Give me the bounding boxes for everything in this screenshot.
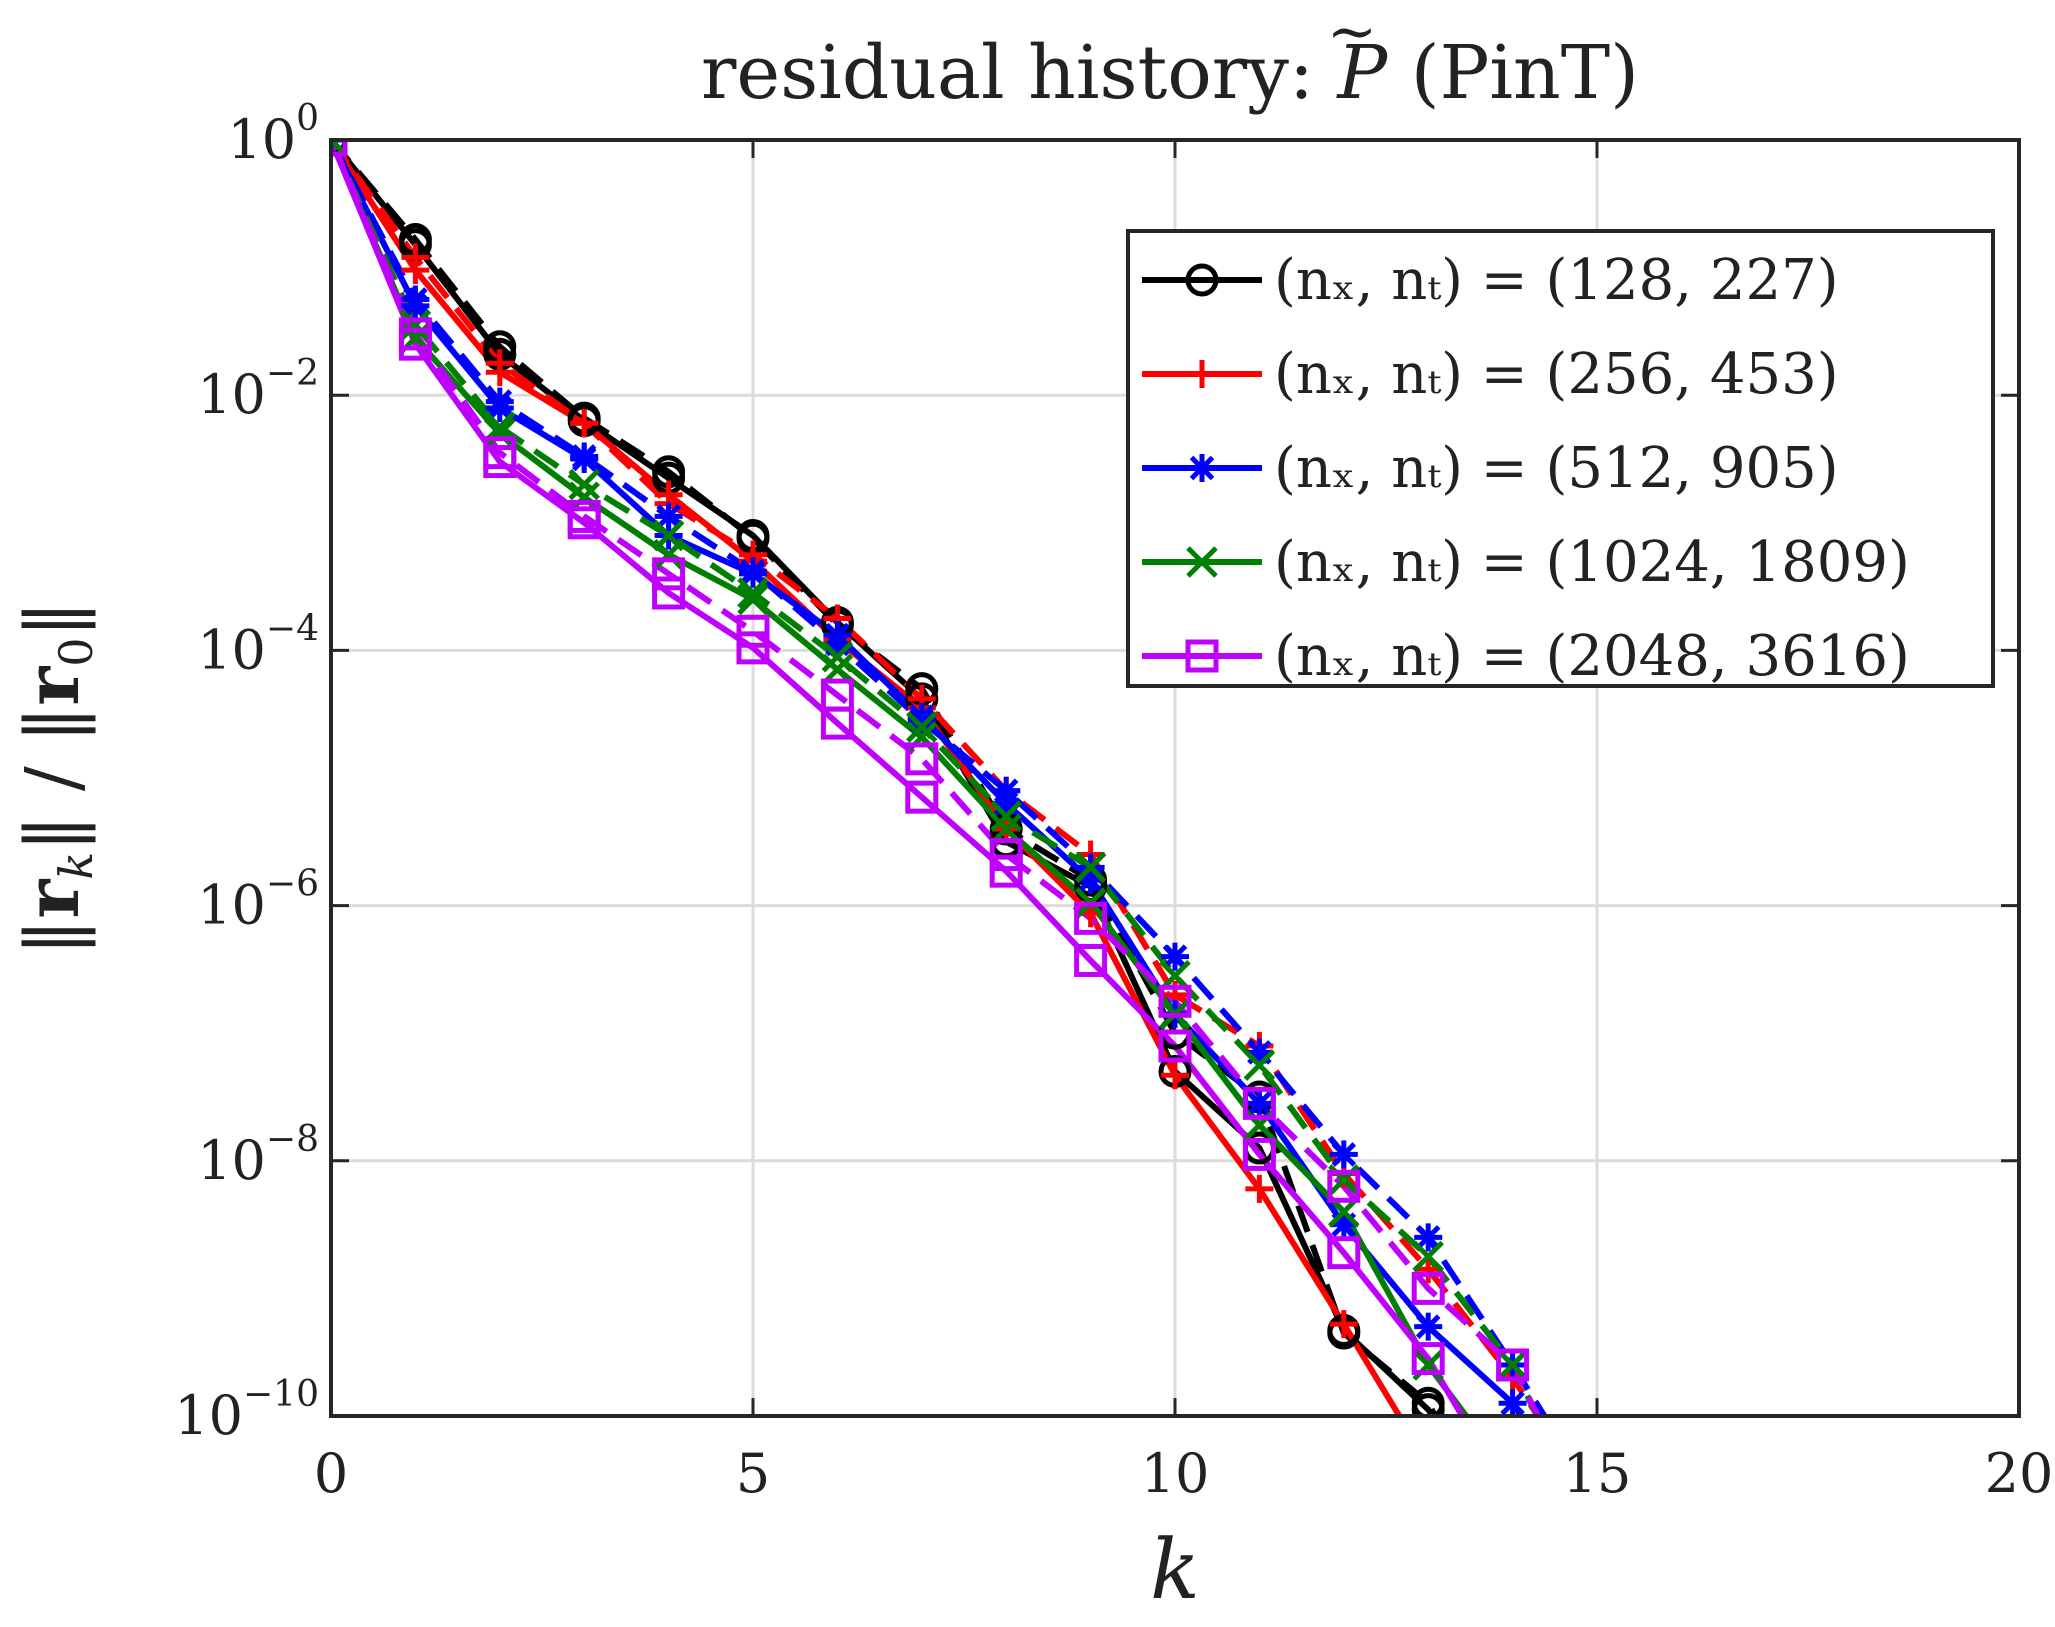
series-line-solid <box>331 140 1466 1416</box>
data-point-plus <box>1161 1061 1189 1090</box>
data-point-square <box>905 780 939 814</box>
data-point-asterisk <box>1188 454 1216 482</box>
x-tick-label: 15 <box>1563 1442 1632 1505</box>
title-tilde: ~ <box>1327 0 1377 67</box>
data-point-square <box>483 445 517 479</box>
data-point-square <box>1074 901 1108 935</box>
y-tick-label: 10−2 <box>197 353 319 426</box>
legend-entry: (nₓ, nₜ) = (512, 905) <box>1142 436 1839 501</box>
data-point-square <box>1411 1342 1445 1376</box>
data-point-asterisk <box>570 445 599 473</box>
data-point-cross <box>737 583 769 616</box>
y-tick-label: 10−10 <box>174 1374 319 1447</box>
legend-label: (nₓ, nₜ) = (128, 227) <box>1274 248 1839 313</box>
x-axis-label: k <box>1150 1523 1200 1618</box>
y-tick-label: 100 <box>227 98 319 171</box>
data-point-square <box>1327 1169 1361 1203</box>
data-point-square <box>652 576 686 610</box>
data-point-square <box>905 742 939 776</box>
x-tick-label: 5 <box>736 1442 770 1505</box>
data-point-square <box>820 706 854 740</box>
data-point-cross <box>737 577 769 609</box>
data-point-asterisk <box>401 291 430 320</box>
legend-entry: (nₓ, nₜ) = (128, 227) <box>1142 248 1839 313</box>
data-point-square <box>398 327 432 361</box>
data-point-plus <box>570 409 599 438</box>
data-point-cross <box>1186 546 1218 578</box>
series-line-dashed <box>331 140 1548 1416</box>
data-point-asterisk <box>1245 1089 1274 1118</box>
data-point-plus <box>401 256 430 285</box>
y-tick-label: 10−8 <box>197 1119 319 1192</box>
legend-label: (nₓ, nₜ) = (256, 453) <box>1274 342 1839 407</box>
data-point-cross <box>821 641 854 673</box>
legend-box <box>1126 229 1995 688</box>
legend-label: (nₓ, nₜ) = (512, 905) <box>1274 436 1839 501</box>
data-point-asterisk <box>823 621 852 650</box>
data-point-cross <box>906 711 938 743</box>
data-point-square <box>652 557 686 591</box>
data-point-plus <box>1188 360 1216 388</box>
data-point-square <box>989 854 1023 888</box>
data-point-plus <box>1329 1310 1358 1339</box>
data-point-square <box>1242 1086 1276 1120</box>
series-line-dashed <box>331 140 1541 1416</box>
y-tick-label: 10−4 <box>197 608 319 681</box>
data-point-square <box>736 614 770 648</box>
data-point-plus <box>1245 1174 1274 1203</box>
series-line-dashed <box>331 140 1541 1416</box>
data-point-cross <box>484 417 516 450</box>
data-point-plus <box>485 358 514 387</box>
legend: (nₓ, nₜ) = (128, 227) (nₓ, nₜ) = (256, 45… <box>1126 229 1995 689</box>
data-point-asterisk <box>1414 1312 1443 1341</box>
data-point-cross <box>990 800 1022 833</box>
data-point-circle <box>1185 263 1219 297</box>
marker-group <box>331 140 1530 1416</box>
legend-label: (nₓ, nₜ) = (2048, 3616) <box>1274 624 1910 689</box>
data-point-square <box>1327 1236 1361 1270</box>
chart-title: residual history: P (PinT) <box>701 30 1639 116</box>
legend-entry: (nₓ, nₜ) = (2048, 3616) <box>1142 624 1910 689</box>
series-line-solid <box>331 140 1525 1416</box>
data-point-square <box>736 631 770 665</box>
data-point-square <box>1074 943 1108 977</box>
data-point-square <box>567 506 601 540</box>
data-point-square <box>1496 1348 1530 1382</box>
data-point-square <box>989 838 1023 872</box>
data-point-cross <box>1074 851 1107 884</box>
x-tick-label: 0 <box>314 1442 348 1505</box>
legend-label: (nₓ, nₜ) = (1024, 1809) <box>1274 530 1910 595</box>
data-point-asterisk <box>1498 1389 1527 1416</box>
x-tick-label: 20 <box>1985 1442 2054 1505</box>
data-point-cross <box>568 468 600 501</box>
data-point-square <box>1158 1029 1192 1063</box>
data-point-square <box>1411 1271 1445 1305</box>
data-point-cross <box>1496 1349 1529 1381</box>
data-point-asterisk <box>739 559 767 588</box>
x-tick-label: 10 <box>1141 1442 1210 1505</box>
data-point-asterisk <box>1414 1223 1443 1252</box>
data-point-square <box>1242 1137 1276 1171</box>
data-point-cross <box>652 538 685 571</box>
svg-text:‖rk‖ / ‖r0‖: ‖rk‖ / ‖r0‖ <box>10 600 103 955</box>
data-point-cross <box>1412 1240 1444 1273</box>
data-point-asterisk <box>485 393 514 422</box>
data-point-cross <box>399 309 432 341</box>
data-point-square <box>1185 639 1219 673</box>
data-point-asterisk <box>1329 1140 1358 1169</box>
data-point-cross <box>1243 1049 1276 1081</box>
y-axis-label: ‖rk‖ / ‖r0‖ <box>10 600 103 955</box>
data-point-asterisk <box>1161 942 1189 971</box>
data-point-square <box>1158 984 1192 1018</box>
ticks: 0 5 10 15 20 100 10−2 10−4 10−6 10−8 10−10 <box>174 98 2053 1505</box>
y-tick-label: 10−6 <box>197 864 319 937</box>
legend-entry: (nₓ, nₜ) = (1024, 1809) <box>1142 530 1910 595</box>
data-point-circle <box>1411 1393 1445 1416</box>
legend-entry: (nₓ, nₜ) = (256, 453) <box>1142 342 1839 407</box>
data-point-cross <box>331 140 347 156</box>
